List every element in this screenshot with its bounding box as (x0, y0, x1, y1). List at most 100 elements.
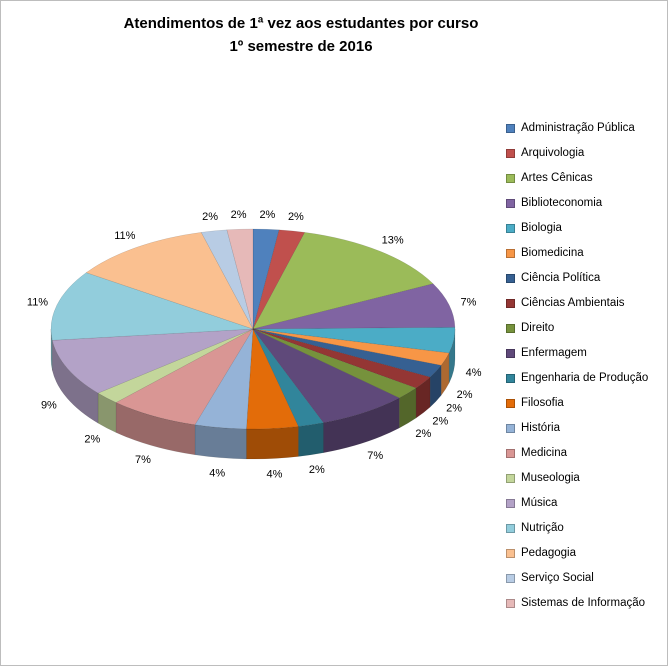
legend-color-swatch (506, 248, 515, 258)
legend-item: História (506, 421, 648, 435)
legend-label: Biblioteconomia (521, 197, 603, 209)
legend-color-swatch (506, 448, 515, 458)
legend-item: Biblioteconomia (506, 196, 648, 210)
legend-label: Biologia (521, 222, 562, 234)
legend-item: Administração Pública (506, 121, 648, 135)
legend-item: Museologia (506, 471, 648, 485)
legend-item: Música (506, 496, 648, 510)
pie-slice (252, 328, 442, 378)
pie-data-label: 2% (288, 211, 304, 223)
legend-color-swatch (506, 473, 515, 483)
legend-item: Arquivologia (506, 146, 648, 160)
pie-data-label: 2% (415, 428, 431, 440)
pie-data-label: 4% (209, 468, 225, 480)
pie-data-label: 2% (457, 389, 473, 401)
legend-label: Filosofia (521, 397, 564, 409)
legend-item: Biologia (506, 221, 648, 235)
pie-slice (226, 228, 254, 330)
pie-slice (252, 328, 431, 389)
legend-color-swatch (506, 498, 515, 508)
pie-slice (85, 232, 254, 330)
legend-item: Medicina (506, 446, 648, 460)
legend-label: Nutrição (521, 522, 564, 534)
pie-data-label: 11% (27, 296, 48, 308)
legend-item: Sistemas de Informação (506, 596, 648, 610)
legend-item: Nutrição (506, 521, 648, 535)
legend-color-swatch (506, 198, 515, 208)
pie-slice (115, 328, 254, 426)
pie-slice (200, 229, 254, 330)
chart-title: Atendimentos de 1ª vez aos estudantes po… (1, 13, 601, 58)
legend-item: Artes Cênicas (506, 171, 648, 185)
legend-label: Música (521, 497, 558, 509)
legend-color-swatch (506, 598, 515, 608)
chart-legend: Administração Pública Arquivologia Artes C… (506, 121, 648, 621)
legend-label: Artes Cênicas (521, 172, 593, 184)
chart-title-line2: 1º semestre de 2016 (229, 37, 373, 55)
legend-color-swatch (506, 173, 515, 183)
pie-slice (50, 272, 254, 341)
legend-color-swatch (506, 148, 515, 158)
pie-slice-side (298, 422, 324, 457)
legend-label: Enfermagem (521, 347, 587, 359)
legend-label: Direito (521, 322, 555, 334)
pie-data-label: 2% (259, 209, 275, 221)
legend-label: Arquivologia (521, 147, 585, 159)
pie-slice (246, 328, 299, 430)
legend-item: Pedagogia (506, 546, 648, 560)
pie-slice (252, 228, 280, 330)
legend-color-swatch (506, 398, 515, 408)
legend-label: Engenharia de Produção (521, 372, 649, 384)
legend-label: Pedagogia (521, 547, 576, 559)
pie-slice-side (194, 424, 247, 460)
pie-data-label: 2% (432, 416, 448, 428)
pie-data-label: 7% (135, 454, 151, 466)
legend-color-swatch (506, 298, 515, 308)
legend-label: Ciência Política (521, 272, 601, 284)
legend-color-swatch (506, 273, 515, 283)
legend-color-swatch (506, 548, 515, 558)
legend-item: Enfermagem (506, 346, 648, 360)
pie-data-label: 9% (41, 399, 57, 411)
pie-slice-side (246, 426, 299, 460)
legend-color-swatch (506, 348, 515, 358)
legend-label: Ciências Ambientais (521, 297, 625, 309)
legend-item: Engenharia de Produção (506, 371, 648, 385)
pie-data-label: 2% (446, 403, 462, 415)
pie-data-label: 7% (461, 296, 477, 308)
pie-data-label: 2% (202, 211, 218, 223)
legend-label: Medicina (521, 447, 568, 459)
legend-item: Filosofia (506, 396, 648, 410)
legend-label: Biomedicina (521, 247, 584, 259)
legend-label: História (521, 422, 560, 434)
legend-color-swatch (506, 573, 515, 583)
legend-item: Serviço Social (506, 571, 648, 585)
pie-slice (252, 328, 400, 423)
pie-data-label: 13% (382, 235, 404, 247)
pie-slice (252, 328, 417, 399)
pie-data-label: 2% (84, 433, 100, 445)
legend-color-swatch (506, 123, 515, 133)
legend-item: Direito (506, 321, 648, 335)
chart-title-line1: Atendimentos de 1ª vez aos estudantes po… (123, 15, 479, 32)
legend-color-swatch (506, 223, 515, 233)
pie-slice (252, 327, 456, 354)
pie-slice (252, 328, 450, 366)
legend-label: Sistemas de Informação (521, 597, 646, 609)
legend-color-swatch (506, 423, 515, 433)
pie-data-label: 7% (367, 450, 383, 462)
pie-slice (252, 229, 306, 330)
pie-slice (252, 328, 324, 427)
pie-data-label: 4% (267, 469, 283, 481)
pie-slice (252, 283, 456, 330)
legend-label: Serviço Social (521, 572, 594, 584)
legend-item: Ciências Ambientais (506, 296, 648, 310)
pie-data-label: 4% (466, 367, 482, 379)
legend-item: Biomedicina (506, 246, 648, 260)
legend-color-swatch (506, 523, 515, 533)
legend-item: Ciência Política (506, 271, 648, 285)
legend-color-swatch (506, 373, 515, 383)
pie-data-label: 11% (114, 230, 135, 242)
